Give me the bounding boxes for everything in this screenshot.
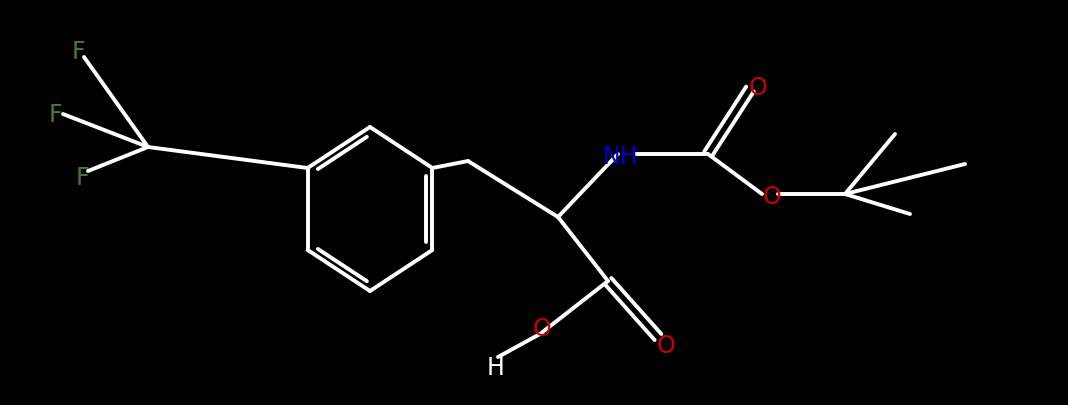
Text: F: F (72, 40, 84, 64)
Text: F: F (75, 166, 89, 190)
Text: O: O (763, 185, 782, 209)
Text: O: O (749, 76, 768, 100)
Text: NH: NH (602, 145, 638, 168)
Text: F: F (48, 103, 62, 127)
Text: O: O (533, 316, 551, 340)
Text: H: H (487, 355, 505, 379)
Text: O: O (657, 333, 675, 357)
